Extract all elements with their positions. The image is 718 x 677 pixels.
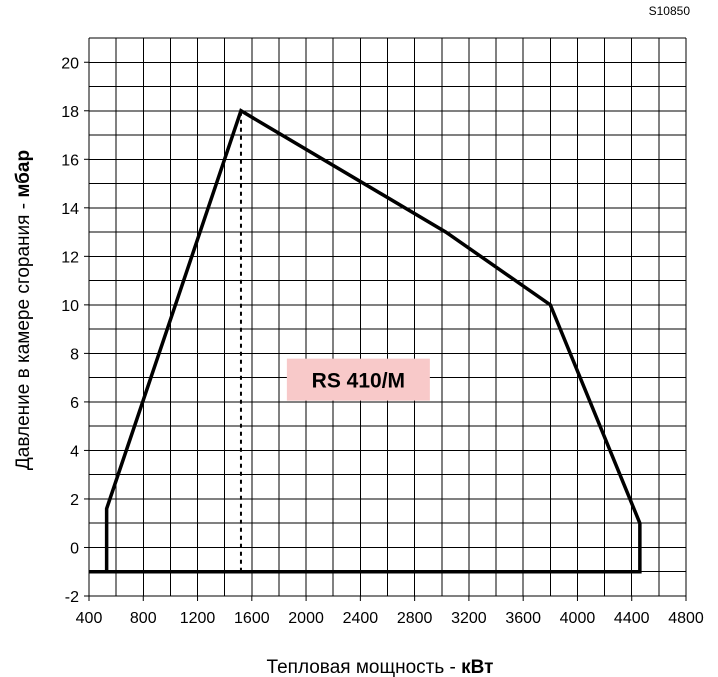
y-tick-label: 20 xyxy=(61,55,79,72)
plot-area xyxy=(89,108,642,574)
x-tick-label: 2800 xyxy=(397,610,433,627)
working-field-outline xyxy=(89,108,642,574)
x-tick-label: 3600 xyxy=(505,610,541,627)
y-axis-title: Давление в камере сгорания - мбар xyxy=(13,150,34,470)
y-tick-label: 16 xyxy=(61,152,79,169)
x-tick-label: 2400 xyxy=(343,610,379,627)
model-label-group: RS 410/M xyxy=(286,358,430,401)
model-label: RS 410/M xyxy=(312,370,405,393)
x-tick-label: 400 xyxy=(76,610,103,627)
y-tick-label: 8 xyxy=(70,346,79,363)
y-axis-unit: мбар xyxy=(13,150,34,198)
x-tick-label: 800 xyxy=(130,610,157,627)
y-tick-label: 2 xyxy=(70,492,79,509)
drawing-code: S10850 xyxy=(649,4,691,18)
x-tick-label: 2000 xyxy=(288,610,324,627)
y-tick-label: 6 xyxy=(70,395,79,412)
x-axis-title-text: Тепловая мощность - xyxy=(267,657,462,677)
x-tick-label: 1600 xyxy=(234,610,270,627)
y-tick-label: 14 xyxy=(61,201,79,218)
x-tick-label: 4400 xyxy=(614,610,650,627)
x-tick-label: 4000 xyxy=(560,610,596,627)
x-tick-label: 4800 xyxy=(668,610,704,627)
y-tick-label: -2 xyxy=(65,589,79,606)
y-tick-label: 4 xyxy=(70,443,79,460)
x-axis-title: Тепловая мощность - кВт xyxy=(267,657,494,677)
y-tick-label: 10 xyxy=(61,298,79,315)
grid xyxy=(84,37,687,601)
y-axis-title-text: Давление в камере сгорания - xyxy=(13,198,34,470)
y-tick-label: 12 xyxy=(61,249,79,266)
x-tick-label: 3200 xyxy=(451,610,487,627)
tick-labels: 400 800 1200 1600 2000 2400 2800 3200 3600 4000 44… xyxy=(61,55,704,627)
x-tick-label: 1200 xyxy=(180,610,216,627)
x-axis-unit: кВт xyxy=(461,657,493,677)
model-label-background xyxy=(286,358,430,401)
y-tick-label: 18 xyxy=(61,104,79,121)
y-tick-label: 0 xyxy=(70,540,79,557)
